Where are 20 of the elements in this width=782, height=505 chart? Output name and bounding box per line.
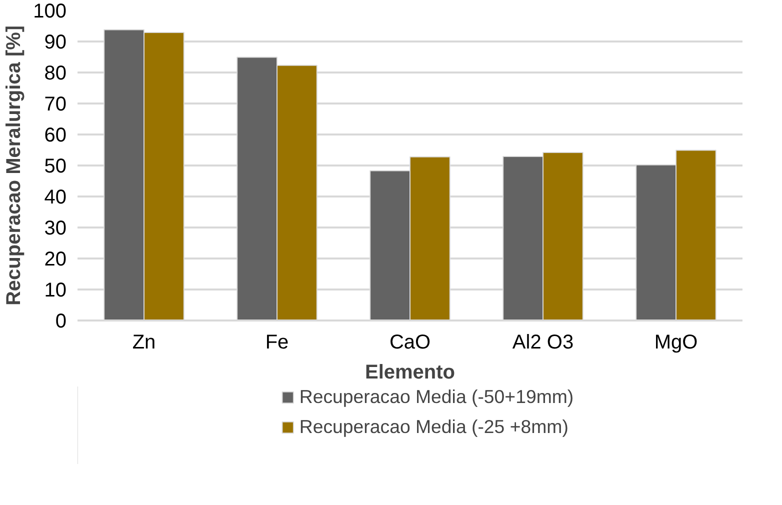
legend-label: Recuperacao Media (-50+19mm) [299, 386, 574, 408]
y-tick-label: 40 [44, 186, 67, 208]
x-tick-label: CaO [389, 332, 431, 354]
y-tick-label: 20 [44, 248, 67, 270]
y-tick-label: 0 [55, 310, 66, 332]
y-axis-title: Recuperacao Meralurgica [%] [3, 25, 26, 306]
x-tick-label: Zn [132, 332, 156, 354]
x-tick-label: MgO [654, 332, 698, 354]
legend-label: Recuperacao Media (-25 +8mm) [299, 416, 568, 438]
x-axis-title: Elemento [364, 362, 456, 384]
x-tick-label: Al2 O3 [512, 332, 574, 354]
y-tick-label: 10 [44, 280, 67, 302]
x-tick-label: Fe [265, 332, 289, 354]
y-tick-label: 50 [44, 156, 67, 178]
y-tick-label: 90 [44, 32, 67, 54]
y-tick-label: 80 [44, 62, 67, 84]
y-tick-label: 60 [44, 124, 67, 146]
y-tick-label: 30 [44, 218, 67, 240]
y-tick-label: 70 [44, 94, 67, 116]
y-tick-label: 100 [33, 0, 67, 22]
